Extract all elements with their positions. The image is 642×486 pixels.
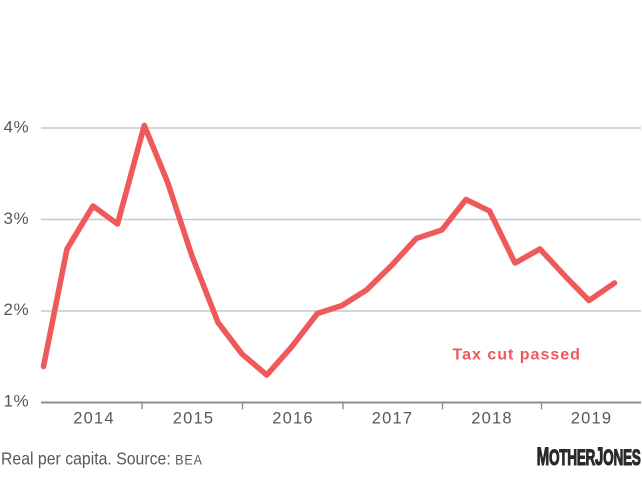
svg-text:Tax cut passed: Tax cut passed bbox=[453, 347, 581, 364]
svg-text:2015: 2015 bbox=[173, 410, 215, 428]
svg-text:2017: 2017 bbox=[372, 410, 414, 428]
svg-text:2014: 2014 bbox=[73, 410, 115, 428]
svg-text:2%: 2% bbox=[4, 300, 30, 319]
svg-text:1%: 1% bbox=[4, 392, 30, 411]
svg-text:4%: 4% bbox=[4, 118, 30, 137]
svg-text:3%: 3% bbox=[4, 209, 30, 228]
svg-text:2019: 2019 bbox=[571, 410, 613, 428]
svg-text:MOTHERJONES: MOTHERJONES bbox=[537, 443, 641, 471]
svg-text:2018: 2018 bbox=[471, 410, 513, 428]
svg-text:2016: 2016 bbox=[272, 410, 314, 428]
svg-text:Real per capita. Source: BEA: Real per capita. Source: BEA bbox=[1, 449, 203, 469]
